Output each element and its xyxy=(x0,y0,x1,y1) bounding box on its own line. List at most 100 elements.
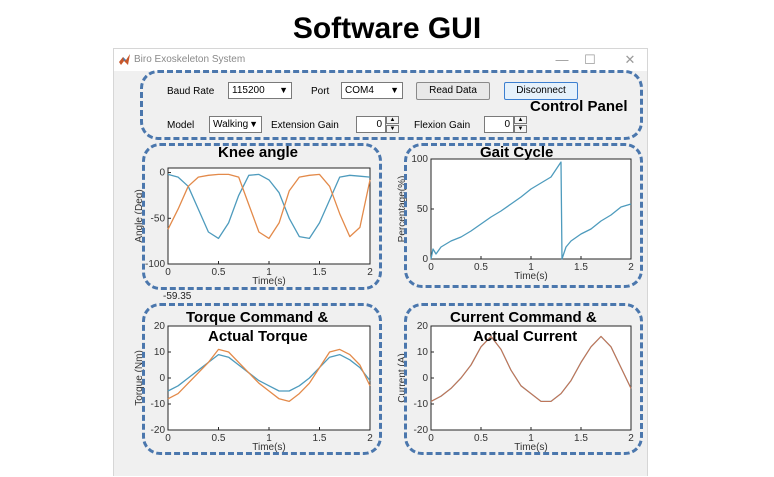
x-tick-label: 1.5 xyxy=(574,433,588,444)
dropdown-arrow-icon: ▼ xyxy=(390,85,399,95)
y-tick-label: -10 xyxy=(414,399,429,410)
slide-title: Software GUI xyxy=(292,12,482,45)
x-tick-label: 2 xyxy=(628,262,634,273)
y-tick-label: 10 xyxy=(154,347,166,358)
model-dropdown[interactable]: Walking ▼ xyxy=(209,116,262,133)
x-tick-label: 1 xyxy=(266,433,272,444)
x-tick-label: 0 xyxy=(428,433,434,444)
x-tick-label: 1.5 xyxy=(574,262,588,273)
x-tick-label: 1 xyxy=(528,262,534,273)
gait-cycle-plot[interactable]: 0 0.5 1 1.5 2 100 50 0 Time(s) Percentage(%) xyxy=(393,148,638,290)
torque-y-axis-label: Torque (Nm) xyxy=(134,350,145,406)
gait-cycle-frame xyxy=(404,143,643,288)
disconnect-button[interactable]: Disconnect xyxy=(504,82,578,100)
x-tick-label: 0.5 xyxy=(474,433,488,444)
close-icon[interactable]: ✕ xyxy=(624,52,636,67)
flexion-gain-spinner[interactable]: 0 ▲ ▼ xyxy=(484,116,527,133)
current-x-axis-label: Time(s) xyxy=(514,442,548,453)
spin-down-icon[interactable]: ▼ xyxy=(386,125,399,133)
dropdown-arrow-icon: ▼ xyxy=(279,85,288,95)
torque-series-2-line xyxy=(167,348,371,403)
x-tick-label: 1 xyxy=(266,267,272,278)
gait-cycle-annotation: Gait Cycle xyxy=(480,144,554,161)
x-tick-label: 1.5 xyxy=(313,267,327,278)
dropdown-arrow-icon: ▼ xyxy=(249,119,258,129)
baud-rate-label: Baud Rate xyxy=(167,86,215,97)
x-tick-label: 0 xyxy=(165,267,171,278)
x-tick-label: 0 xyxy=(428,262,434,273)
title-bar[interactable]: Biro Exoskeleton System — ☐ ✕ xyxy=(114,49,647,71)
x-tick-label: 1.5 xyxy=(313,433,327,444)
y-tick-label: 0 xyxy=(422,254,428,265)
y-tick-label: -100 xyxy=(145,259,165,270)
control-panel-frame xyxy=(140,70,643,140)
knee-series-1-line xyxy=(167,173,371,240)
x-tick-label: 1 xyxy=(528,433,534,444)
current-plot[interactable]: 0 0.5 1 1.5 2 20 10 0 -10 -20 Time(s) Current (A) xyxy=(393,318,638,462)
model-label: Model xyxy=(167,120,195,131)
y-tick-label: 10 xyxy=(417,347,429,358)
y-tick-label: 50 xyxy=(417,204,429,215)
control-panel-annotation: Control Panel xyxy=(530,98,628,115)
gait-series-1-line xyxy=(430,161,632,260)
extension-gain-spinner[interactable]: 0 ▲ ▼ xyxy=(356,116,399,133)
x-tick-label: 0.5 xyxy=(212,433,226,444)
knee-series-2-line xyxy=(167,173,371,240)
knee-x-axis-label: Time(s) xyxy=(252,276,286,287)
flexion-gain-label: Flexion Gain xyxy=(414,120,471,131)
y-tick-label: -20 xyxy=(414,425,429,436)
knee-angle-plot[interactable]: 0 0.5 1 1.5 2 0 -50 -100 Time(s) Angle (Deg) xyxy=(128,148,378,293)
port-dropdown[interactable]: COM4 ▼ xyxy=(341,82,403,99)
y-tick-label: -10 xyxy=(151,399,166,410)
matlab-icon xyxy=(119,54,130,65)
spin-up-icon[interactable]: ▲ xyxy=(386,116,399,124)
y-tick-label: -20 xyxy=(151,425,166,436)
torque-annotation-line2: Actual Torque xyxy=(208,328,308,345)
current-annotation-line2: Actual Current xyxy=(473,328,578,345)
maximize-icon[interactable]: ☐ xyxy=(584,52,596,67)
y-tick-label: 0 xyxy=(159,373,165,384)
spin-down-icon[interactable]: ▼ xyxy=(514,125,527,133)
torque-x-axis-label: Time(s) xyxy=(252,442,286,453)
baud-rate-value: 115200 xyxy=(232,85,265,96)
minimize-icon[interactable]: — xyxy=(555,52,569,67)
window-title: Biro Exoskeleton System xyxy=(134,54,246,65)
current-annotation-line1: Current Command & xyxy=(450,309,597,326)
knee-angle-frame xyxy=(142,143,382,290)
baud-rate-dropdown[interactable]: 115200 ▼ xyxy=(228,82,292,99)
torque-frame xyxy=(142,303,382,455)
knee-y-axis-label: Angle (Deg) xyxy=(134,189,145,242)
current-frame xyxy=(404,303,643,455)
port-value: COM4 xyxy=(345,85,374,96)
current-y-axis-label: Current (A) xyxy=(397,353,408,402)
gait-axes-box xyxy=(430,158,632,260)
port-label: Port xyxy=(311,86,330,97)
y-tick-label: 20 xyxy=(417,321,429,332)
current-axes-box xyxy=(430,325,632,431)
x-tick-label: 0 xyxy=(165,433,171,444)
x-tick-label: 0.5 xyxy=(212,267,226,278)
torque-annotation-line1: Torque Command & xyxy=(186,309,329,326)
extension-gain-value[interactable]: 0 xyxy=(356,116,386,133)
current-series-2-line xyxy=(430,336,632,402)
torque-plot[interactable]: 0 0.5 1 1.5 2 20 10 0 -10 -20 Time(s) Torque (Nm) xyxy=(128,318,378,462)
y-tick-label: 0 xyxy=(159,168,165,179)
y-tick-label: 20 xyxy=(154,321,166,332)
torque-axes-box xyxy=(167,325,371,431)
spin-up-icon[interactable]: ▲ xyxy=(514,116,527,124)
knee-angle-annotation: Knee angle xyxy=(218,144,299,161)
gait-x-axis-label: Time(s) xyxy=(514,271,548,282)
y-tick-label: 0 xyxy=(422,373,428,384)
torque-series-1-line xyxy=(167,353,371,392)
extension-gain-label: Extension Gain xyxy=(271,120,339,131)
flexion-gain-value[interactable]: 0 xyxy=(484,116,514,133)
cursor-value-readout: -59.35 xyxy=(163,291,192,302)
y-tick-label: -50 xyxy=(151,213,166,224)
x-tick-label: 0.5 xyxy=(474,262,488,273)
model-value: Walking xyxy=(213,119,249,130)
read-data-button[interactable]: Read Data xyxy=(416,82,490,100)
